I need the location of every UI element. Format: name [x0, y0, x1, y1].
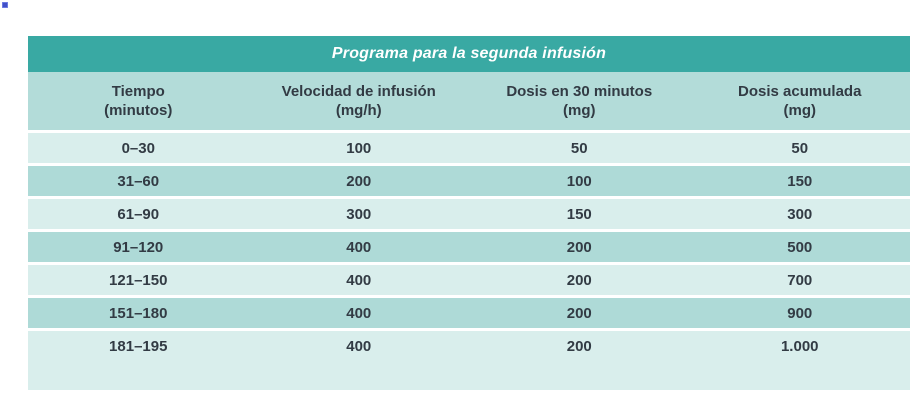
table-row: 61–90 300 150 300 — [28, 199, 910, 229]
column-header-label: Dosis en 30 minutos — [506, 83, 653, 100]
column-header-dosis-30min: Dosis en 30 minutos (mg) — [469, 72, 690, 130]
cell-tiempo: 121–150 — [109, 271, 168, 289]
table-row: 91–120 400 200 500 — [28, 232, 910, 262]
cell-tiempo: 91–120 — [113, 238, 164, 256]
table-row: 121–150 400 200 700 — [28, 265, 910, 295]
column-header-label: Velocidad de infusión — [281, 83, 436, 100]
column-header-tiempo: Tiempo (minutos) — [28, 72, 249, 130]
cell-dosis-acumulada: 500 — [787, 238, 813, 256]
table-row: 181–195 400 200 1.000 — [28, 331, 910, 361]
cell-dosis-acumulada: 150 — [787, 172, 813, 190]
table-row: 0–30 100 50 50 — [28, 133, 910, 163]
table-bottom-pad — [28, 361, 910, 390]
cell-dosis-acumulada: 300 — [787, 205, 813, 223]
cell-dosis-acumulada: 700 — [787, 271, 813, 289]
cell-velocidad: 200 — [346, 172, 372, 190]
cell-velocidad: 100 — [346, 139, 372, 157]
cell-velocidad: 400 — [346, 337, 372, 355]
cell-dosis-acumulada: 1.000 — [780, 337, 819, 355]
cell-tiempo: 31–60 — [117, 172, 160, 190]
cell-velocidad: 300 — [346, 205, 372, 223]
column-header-unit: (mg) — [783, 102, 817, 119]
column-header-row: Tiempo (minutos) Velocidad de infusión (… — [28, 72, 910, 130]
column-header-unit: (mg) — [563, 102, 596, 119]
table-row: 151–180 400 200 900 — [28, 298, 910, 328]
infusion-schedule-table: Programa para la segunda infusión Tiempo… — [28, 36, 910, 390]
column-header-unit: (minutos) — [104, 102, 173, 119]
cell-dosis-30min: 50 — [570, 139, 588, 157]
cell-dosis-30min: 200 — [566, 337, 592, 355]
column-header-label: Dosis acumulada — [738, 83, 862, 100]
column-header-unit: (mg/h) — [335, 102, 382, 119]
cell-dosis-30min: 200 — [566, 238, 592, 256]
table-title: Programa para la segunda infusión — [331, 45, 607, 62]
cell-velocidad: 400 — [346, 271, 372, 289]
cell-dosis-acumulada: 50 — [791, 139, 809, 157]
table-row: 31–60 200 100 150 — [28, 166, 910, 196]
cell-dosis-30min: 100 — [566, 172, 592, 190]
column-header-label: Tiempo — [111, 83, 165, 100]
cell-tiempo: 61–90 — [117, 205, 160, 223]
cell-velocidad: 400 — [346, 304, 372, 322]
cell-dosis-30min: 150 — [566, 205, 592, 223]
cell-tiempo: 0–30 — [121, 139, 155, 157]
column-header-dosis-acumulada: Dosis acumulada (mg) — [690, 72, 911, 130]
cell-dosis-30min: 200 — [566, 271, 592, 289]
cell-dosis-acumulada: 900 — [787, 304, 813, 322]
column-header-velocidad: Velocidad de infusión (mg/h) — [249, 72, 470, 130]
cell-tiempo: 181–195 — [109, 337, 168, 355]
cell-dosis-30min: 200 — [566, 304, 592, 322]
stray-blue-dot — [2, 2, 8, 8]
table-title-bar: Programa para la segunda infusión — [28, 36, 910, 72]
cell-tiempo: 151–180 — [109, 304, 168, 322]
cell-velocidad: 400 — [346, 238, 372, 256]
